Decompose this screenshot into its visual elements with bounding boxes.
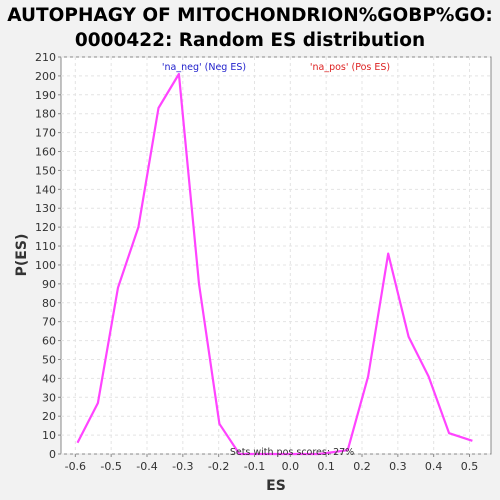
y-tick-label: 20 [42, 410, 56, 423]
x-tick-label: 0.5 [461, 460, 479, 473]
x-tick-label: 0.1 [317, 460, 335, 473]
y-tick-label: 190 [35, 89, 56, 102]
chart-title-line-1: AUTOPHAGY OF MITOCHONDRION%GOBP%GO: [7, 5, 492, 26]
x-tick-label: 0.3 [389, 460, 407, 473]
y-tick-label: 50 [42, 353, 56, 366]
y-tick-label: 70 [42, 316, 56, 329]
y-tick-label: 80 [42, 297, 56, 310]
y-tick-label: 180 [35, 108, 56, 121]
y-tick-label: 120 [35, 221, 56, 234]
x-tick-label: -0.3 [172, 460, 193, 473]
x-axis-label: ES [266, 478, 286, 494]
x-tick-label: -0.2 [208, 460, 229, 473]
grid [61, 56, 491, 455]
y-tick-label: 0 [49, 448, 56, 461]
y-tick-label: 210 [35, 51, 56, 64]
y-tick-label: 110 [35, 240, 56, 253]
chart-title-line-2: 0000422: Random ES distribution [75, 30, 425, 51]
legend-entry-neg: 'na_neg' (Neg ES) [162, 62, 246, 73]
y-tick-label: 60 [42, 335, 56, 348]
x-tick-label: -0.5 [100, 460, 121, 473]
y-tick-label: 150 [35, 164, 56, 177]
series-layer [76, 72, 473, 456]
x-tick-label: -0.1 [244, 460, 265, 473]
legend-entry-pos: 'na_pos' (Pos ES) [310, 62, 390, 73]
y-axis-label: P(ES) [14, 234, 30, 277]
y-axis-ticks: 0 10 20 30 40 50 60 70 80 90 100 110 120 130 140 150 160… [35, 51, 61, 461]
y-tick-label: 130 [35, 202, 56, 215]
x-tick-label: -0.4 [136, 460, 157, 473]
y-tick-label: 30 [42, 391, 56, 404]
x-tick-label: 0.0 [282, 460, 300, 473]
annotation-pos-scores: Sets with pos scores: 27% [230, 447, 354, 458]
y-tick-label: 140 [35, 183, 56, 196]
x-axis-ticks: -0.6 -0.5 -0.4 -0.3 -0.2 -0.1 0.0 0.1 0.2 0.3 0.4 0… [65, 454, 479, 473]
y-tick-label: 200 [35, 70, 56, 83]
y-tick-label: 160 [35, 146, 56, 159]
y-tick-label: 100 [35, 259, 56, 272]
y-tick-label: 90 [42, 278, 56, 291]
x-tick-label: -0.6 [65, 460, 86, 473]
x-tick-label: 0.4 [425, 460, 443, 473]
y-tick-label: 40 [42, 372, 56, 385]
y-tick-label: 170 [35, 127, 56, 140]
series-line [76, 72, 473, 456]
x-tick-label: 0.2 [353, 460, 371, 473]
y-tick-label: 10 [42, 429, 56, 442]
plot-area [60, 56, 492, 455]
